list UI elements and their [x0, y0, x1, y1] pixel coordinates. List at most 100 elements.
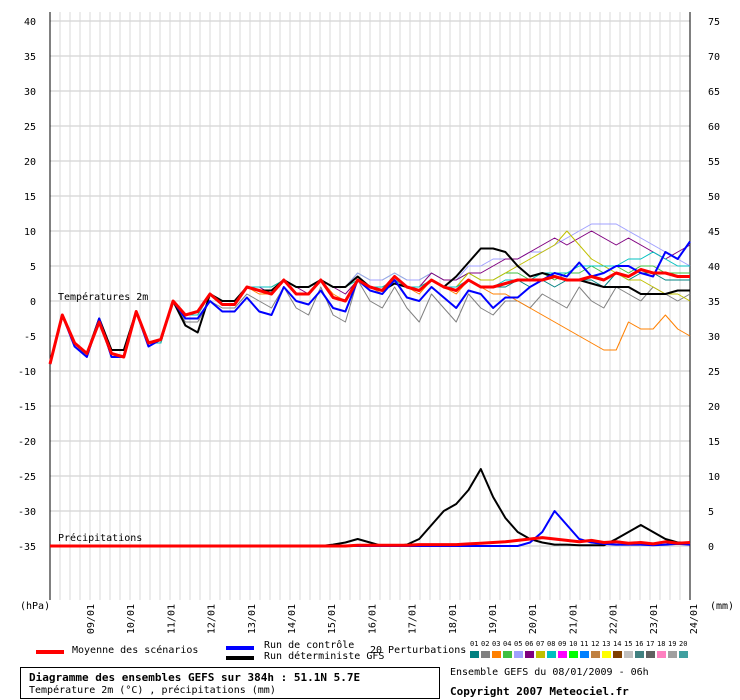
- legend-control-line: [226, 646, 254, 650]
- right-tick-label: 75: [708, 17, 720, 28]
- perturbation-swatch: [635, 651, 644, 658]
- perturbation-number: 16: [635, 640, 644, 648]
- right-tick-label: 30: [708, 332, 720, 343]
- perturbation-swatch: [679, 651, 688, 658]
- left-tick-label: 40: [24, 17, 36, 28]
- perturbation-swatch: [657, 651, 666, 658]
- x-tick-label: 12/01: [207, 604, 218, 634]
- perturbation-number: 09: [558, 640, 567, 648]
- perturbation-number: 03: [492, 640, 501, 648]
- main-lines: [48, 240, 691, 548]
- right-tick-label: 55: [708, 157, 720, 168]
- perturbation-number: 11: [580, 640, 589, 648]
- perturbation-number: 13: [602, 640, 611, 648]
- perturbation-swatch: [547, 651, 556, 658]
- right-tick-label: 50: [708, 192, 720, 203]
- x-tick-label: 21/01: [568, 604, 579, 634]
- perturbation-swatch: [591, 651, 600, 658]
- x-tick-label: 22/01: [609, 604, 620, 634]
- copyright: Copyright 2007 Meteociel.fr: [450, 685, 629, 698]
- perturbation-number: 19: [668, 640, 677, 648]
- left-tick-label: -15: [18, 402, 36, 413]
- perturbation-number: 17: [646, 640, 655, 648]
- temp-series-0: [48, 268, 690, 365]
- left-tick-label: -25: [18, 472, 36, 483]
- precipitation-section-label: Précipitations: [58, 532, 142, 544]
- perturbation-swatch: [668, 651, 677, 658]
- perturbation-number: 20: [679, 640, 688, 648]
- perturbation-number: 15: [624, 640, 633, 648]
- x-tick-label: 11/01: [166, 604, 177, 634]
- perturbation-number: 07: [536, 640, 545, 648]
- perturbation-swatch: [503, 651, 512, 658]
- right-tick-label: 15: [708, 437, 720, 448]
- chart-title: Diagramme des ensembles GEFS sur 384h : …: [29, 671, 361, 684]
- perturbation-number: 14: [613, 640, 622, 648]
- chart-title-box: Diagramme des ensembles GEFS sur 384h : …: [20, 667, 440, 699]
- perturbation-swatch: [481, 651, 490, 658]
- right-tick-label: 40: [708, 262, 720, 273]
- left-tick-label: 10: [24, 227, 36, 238]
- x-tick-label: 18/01: [448, 604, 459, 634]
- perturbation-swatch: [525, 651, 534, 658]
- left-tick-label: 30: [24, 87, 36, 98]
- perturbation-swatch: [492, 651, 501, 658]
- perturbation-swatch: [613, 651, 622, 658]
- left-tick-label: 20: [24, 157, 36, 168]
- right-tick-label: 60: [708, 122, 720, 133]
- perturbation-swatch: [602, 651, 611, 658]
- perturbation-swatch: [580, 651, 589, 658]
- right-axis-unit: (mm): [710, 601, 734, 612]
- chart-grid: [49, 12, 691, 600]
- perturbation-swatch: [569, 651, 578, 658]
- x-tick-label: 20/01: [528, 604, 539, 634]
- right-tick-label: 45: [708, 227, 720, 238]
- x-tick-label: 19/01: [488, 604, 499, 634]
- perturbation-number: 10: [569, 640, 578, 648]
- legend-control-label: Run de contrôle: [264, 640, 355, 651]
- legend-mean-label: Moyenne des scénarios: [72, 645, 199, 656]
- run-info: Ensemble GEFS du 08/01/2009 - 06h: [450, 667, 649, 678]
- right-tick-label: 5: [708, 507, 714, 518]
- perturbation-number: 04: [503, 640, 512, 648]
- left-tick-label: 35: [24, 52, 36, 63]
- x-tick-label: 24/01: [689, 604, 700, 634]
- perturbation-swatch: [536, 651, 545, 658]
- left-tick-label: -35: [18, 542, 36, 553]
- left-tick-label: -10: [18, 367, 36, 378]
- left-axis-unit: (hPa): [20, 601, 50, 612]
- temperature-section-label: Températures 2m: [58, 291, 148, 303]
- legend-deterministic-label: Run déterministe GFS: [264, 651, 385, 662]
- legend-mean-line: [36, 650, 64, 654]
- left-tick-label: -5: [24, 332, 36, 343]
- left-tick-label: -20: [18, 437, 36, 448]
- left-tick-label: 0: [30, 297, 36, 308]
- x-tick-label: 16/01: [367, 604, 378, 634]
- perturbation-number: 08: [547, 640, 556, 648]
- right-tick-label: 20: [708, 402, 720, 413]
- chart-subtitle: Température 2m (°C) , précipitations (mm…: [29, 685, 276, 696]
- perturbation-number: 18: [657, 640, 666, 648]
- left-tick-label: 5: [30, 262, 36, 273]
- x-tick-label: 10/01: [126, 604, 137, 634]
- perturbation-swatch: [624, 651, 633, 658]
- left-tick-label: 25: [24, 122, 36, 133]
- perturbation-swatch: [470, 651, 479, 658]
- legend-perturbations-label: 20 Perturbations: [370, 645, 467, 656]
- left-tick-label: -30: [18, 507, 36, 518]
- precip-series-0: [50, 536, 691, 548]
- x-tick-label: 09/01: [86, 604, 97, 634]
- x-tick-label: 14/01: [287, 604, 298, 634]
- right-tick-label: 70: [708, 52, 720, 63]
- x-tick-label: 17/01: [408, 604, 419, 634]
- right-tick-label: 25: [708, 367, 720, 378]
- perturbation-number: 01: [470, 640, 479, 648]
- legend-deterministic-line: [226, 656, 254, 660]
- perturbation-swatch: [558, 651, 567, 658]
- perturbation-number: 12: [591, 640, 600, 648]
- perturbation-number: 06: [525, 640, 534, 648]
- perturbation-swatch: [646, 651, 655, 658]
- x-tick-label: 23/01: [649, 604, 660, 634]
